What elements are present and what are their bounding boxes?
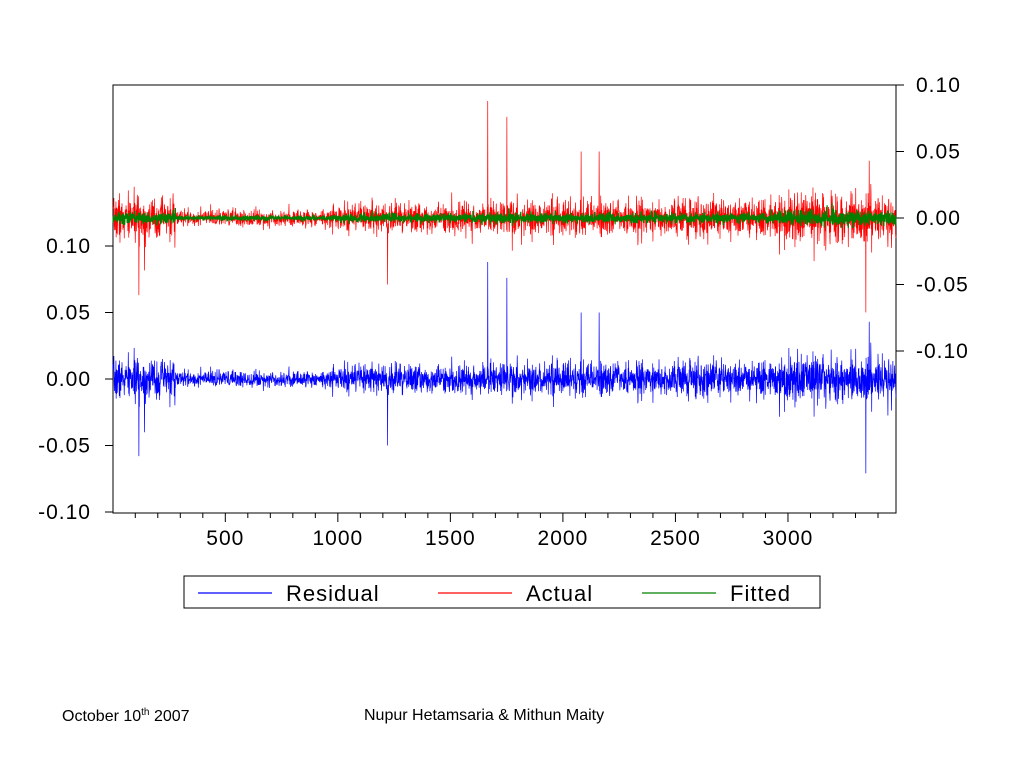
footer-date-sup: th (141, 707, 150, 718)
left-y-tick-label: 0.00 (46, 368, 91, 391)
right-y-tick-label: 0.05 (916, 141, 961, 164)
fitted-series-line (112, 203, 897, 229)
right-y-tick-label: 0.10 (916, 74, 961, 97)
legend-label: Residual (286, 581, 380, 606)
left-y-tick-label: -0.05 (38, 435, 91, 458)
right-y-tick-label: 0.00 (916, 207, 961, 230)
x-tick-label: 2500 (650, 527, 701, 550)
right-y-tick-label: -0.10 (916, 340, 969, 363)
left-y-tick-label: 0.05 (46, 302, 91, 325)
x-tick-label: 1500 (425, 527, 476, 550)
x-tick-label: 1000 (312, 527, 363, 550)
right-y-tick-label: -0.05 (916, 274, 969, 297)
footer-date-prefix: October 10 (62, 708, 142, 725)
legend-label: Actual (526, 581, 593, 606)
legend-box (183, 575, 821, 609)
legend-label: Fitted (730, 581, 791, 606)
x-tick-label: 3000 (763, 527, 814, 550)
residual-series-line (112, 261, 897, 474)
actual-series-line (112, 100, 897, 313)
x-tick-label: 2000 (538, 527, 589, 550)
x-tick-label: 500 (206, 527, 244, 550)
left-y-tick-label: 0.10 (46, 235, 91, 258)
footer-date-suffix: 2007 (149, 708, 190, 725)
left-y-tick-label: -0.10 (38, 501, 91, 524)
footer-authors: Nupur Hetamsaria & Mithun Maity (364, 707, 605, 724)
footer-date: October 10th 2007 (62, 707, 190, 726)
plot-frame (112, 84, 897, 514)
